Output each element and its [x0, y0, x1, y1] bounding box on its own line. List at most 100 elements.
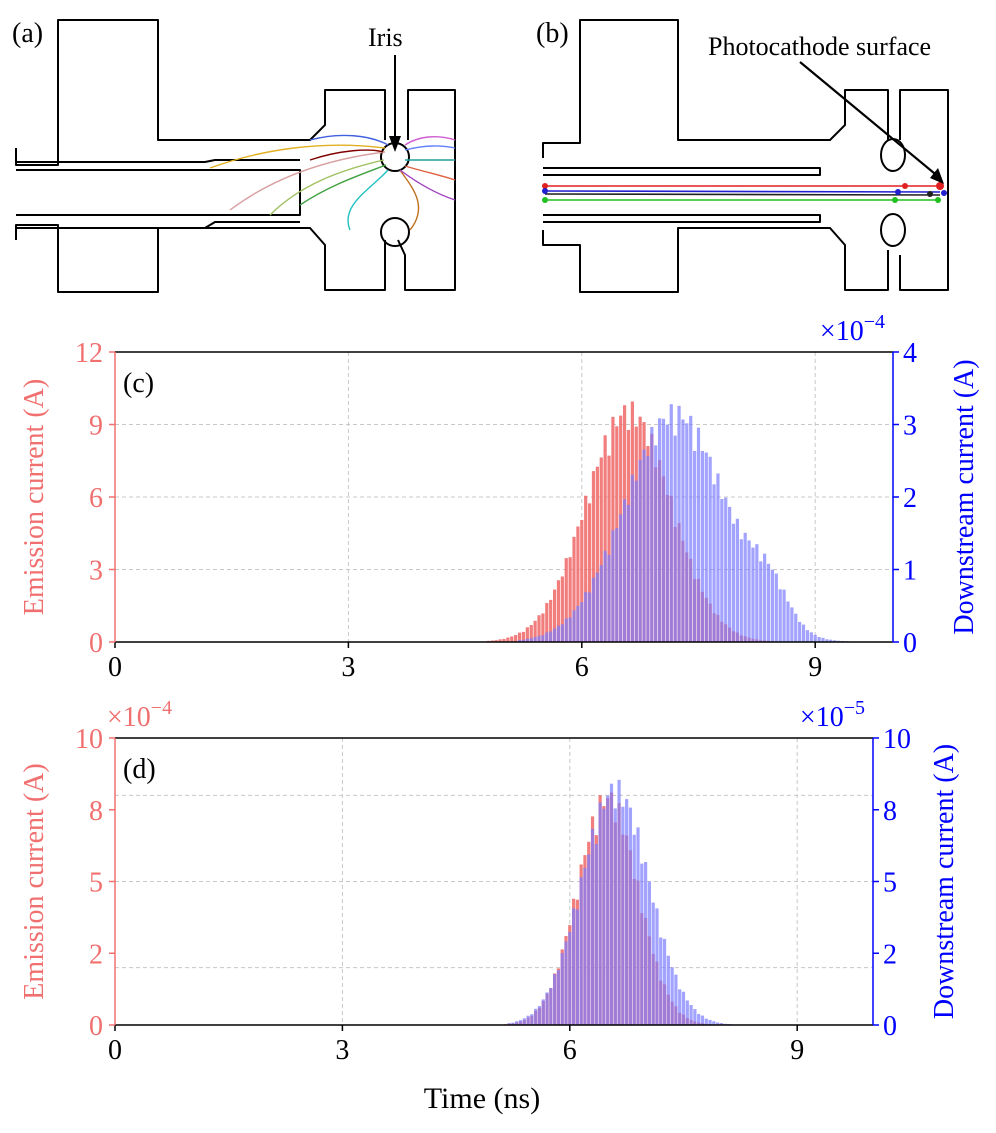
downstream-bar — [654, 445, 658, 642]
downstream-bar — [584, 592, 588, 642]
right-tick-label: 4 — [903, 338, 917, 369]
left-tick-label: 8 — [89, 796, 103, 827]
downstream-bar — [798, 621, 802, 642]
downstream-bar — [655, 908, 659, 1025]
right-tick-label: 5 — [883, 868, 897, 899]
left-tick-label: 0 — [89, 628, 103, 659]
left-axis-title: Emission current (A) — [19, 379, 50, 615]
downstream-bar — [537, 1005, 542, 1025]
panel-a-trajectories — [209, 134, 456, 231]
downstream-bar — [591, 577, 596, 642]
downstream-bar — [537, 635, 541, 642]
downstream-bar — [632, 834, 636, 1025]
downstream-bar — [621, 806, 625, 1025]
downstream-bar — [817, 636, 821, 642]
downstream-bar — [670, 967, 674, 1025]
downstream-bar — [594, 844, 598, 1025]
emission-bar — [537, 615, 541, 642]
left-axis-scale: ×10−4 — [107, 697, 172, 733]
right-tick-label: 10 — [883, 724, 911, 755]
downstream-bar — [607, 554, 611, 642]
downstream-bar — [517, 639, 522, 642]
downstream-bar — [529, 638, 533, 642]
emission-bar — [599, 457, 603, 642]
downstream-bar — [568, 932, 572, 1025]
downstream-bar — [689, 415, 693, 642]
right-tick-label: 2 — [903, 483, 917, 514]
downstream-bar — [549, 987, 553, 1025]
downstream-bar — [556, 970, 561, 1025]
downstream-bar — [560, 624, 564, 642]
downstream-bar — [790, 607, 794, 642]
right-axis-title: Downstream current (A) — [949, 359, 980, 634]
downstream-bar — [704, 452, 708, 642]
downstream-bar — [681, 991, 686, 1025]
right-axis-title: Downstream current (A) — [929, 744, 960, 1019]
downstream-bar — [590, 828, 595, 1025]
emission-bar — [529, 625, 533, 642]
emission-bar — [595, 466, 599, 642]
downstream-bar — [507, 1023, 511, 1025]
downstream-bar — [617, 779, 621, 1025]
emission-bar — [533, 620, 537, 642]
left-tick-label: 5 — [89, 868, 103, 899]
x-tick-label: 9 — [790, 1035, 804, 1066]
emission-bar — [521, 631, 526, 642]
photocathode-label: Photocathode surface — [708, 32, 931, 61]
x-axis-label: Time (ns) — [424, 1082, 540, 1115]
downstream-bar — [595, 572, 599, 642]
left-tick-label: 3 — [89, 556, 103, 587]
downstream-bar — [583, 867, 587, 1025]
downstream-bar — [650, 426, 654, 642]
left-axis-title: Emission current (A) — [19, 763, 50, 999]
emission-bar — [603, 435, 607, 642]
emission-bar — [560, 576, 564, 642]
downstream-bar — [735, 518, 739, 642]
downstream-bar — [724, 497, 728, 642]
downstream-bar — [821, 637, 825, 642]
downstream-bar — [526, 1015, 530, 1025]
downstream-bar — [662, 938, 667, 1025]
downstream-bar — [674, 974, 678, 1025]
downstream-bar — [677, 405, 681, 642]
downstream-bar — [774, 573, 778, 642]
downstream-bar — [755, 544, 759, 642]
downstream-bar — [700, 1015, 705, 1025]
downstream-bar — [716, 1022, 720, 1025]
right-tick-label: 8 — [883, 796, 897, 827]
emission-bar — [556, 580, 561, 642]
downstream-bar — [770, 569, 775, 642]
downstream-bar — [708, 1019, 712, 1025]
downstream-bar — [525, 638, 529, 642]
downstream-bar — [708, 456, 712, 642]
downstream-bar — [669, 404, 673, 642]
x-tick-label: 0 — [108, 1035, 122, 1066]
emission-bar — [552, 589, 557, 642]
emission-bar — [541, 613, 545, 642]
emission-bar — [564, 558, 568, 642]
x-tick-label: 9 — [808, 652, 822, 683]
downstream-bar — [700, 450, 704, 642]
left-tick-label: 9 — [89, 411, 103, 442]
downstream-bar — [541, 635, 545, 642]
downstream-bar — [666, 955, 670, 1025]
emission-bar — [545, 602, 549, 642]
downstream-bar — [766, 563, 771, 642]
downstream-series — [507, 779, 769, 1025]
downstream-bar — [665, 424, 669, 642]
downstream-bar — [759, 561, 763, 642]
downstream-bar — [556, 625, 561, 642]
downstream-bar — [644, 862, 648, 1025]
panel-b-particles — [542, 182, 947, 203]
downstream-bar — [530, 1014, 534, 1025]
emission-bar — [587, 503, 592, 642]
downstream-bar — [630, 474, 634, 642]
downstream-bar — [613, 808, 617, 1025]
emission-bar — [584, 495, 588, 642]
x-tick-label: 6 — [575, 652, 589, 683]
iris-label: Iris — [368, 23, 403, 52]
downstream-bar — [575, 909, 579, 1025]
emission-bar — [568, 557, 572, 642]
downstream-bar — [521, 639, 526, 642]
left-tick-label: 6 — [89, 483, 103, 514]
